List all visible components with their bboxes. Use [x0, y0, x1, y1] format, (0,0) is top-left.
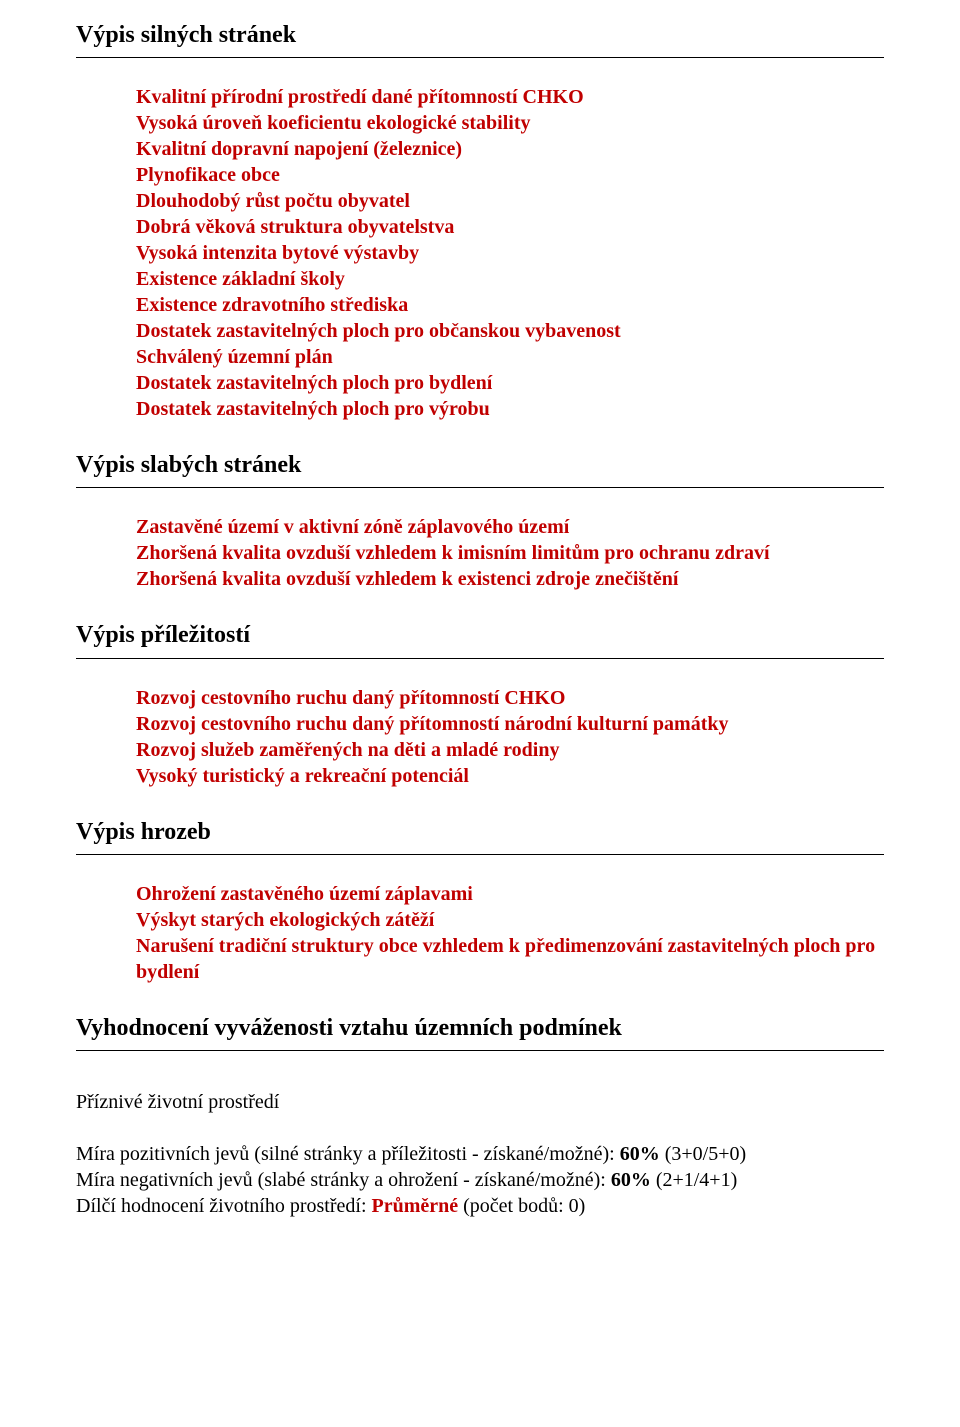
section-heading-weaknesses: Výpis slabých stránek: [76, 450, 884, 481]
evaluation-negative-line: Míra negativních jevů (slabé stránky a o…: [76, 1167, 884, 1193]
value-bold: 60%: [620, 1143, 665, 1165]
list-item: Dostatek zastavitelných ploch pro výrobu: [136, 396, 884, 422]
evaluation-partial-line: Dílčí hodnocení životního prostředí: Prů…: [76, 1193, 884, 1219]
list-item: Výskyt starých ekologických zátěží: [136, 907, 884, 933]
list-item: Narušení tradiční struktury obce vzhlede…: [136, 933, 884, 985]
text: Dílčí hodnocení životního prostředí:: [76, 1195, 372, 1217]
list-item: Zastavěné území v aktivní zóně záplavové…: [136, 514, 884, 540]
list-item: Zhoršená kvalita ovzduší vzhledem k exis…: [136, 566, 884, 592]
list-item: Rozvoj cestovního ruchu daný přítomností…: [136, 685, 884, 711]
list-item: Dostatek zastavitelných ploch pro občans…: [136, 318, 884, 344]
list-item: Dobrá věková struktura obyvatelstva: [136, 214, 884, 240]
divider: [76, 57, 884, 58]
list-item: Zhoršená kvalita ovzduší vzhledem k imis…: [136, 540, 884, 566]
list-item: Kvalitní dopravní napojení (železnice): [136, 136, 884, 162]
evaluation-positive-line: Míra pozitivních jevů (silné stránky a p…: [76, 1141, 884, 1167]
list-item: Ohrožení zastavěného území záplavami: [136, 881, 884, 907]
list-item: Rozvoj cestovního ruchu daný přítomností…: [136, 711, 884, 737]
divider: [76, 854, 884, 855]
section-heading-opportunities: Výpis příležitostí: [76, 620, 884, 651]
text: (počet bodů: 0): [463, 1195, 585, 1217]
list-item: Rozvoj služeb zaměřených na děti a mladé…: [136, 737, 884, 763]
list-item: Existence zdravotního střediska: [136, 292, 884, 318]
text: (3+0/5+0): [665, 1143, 746, 1165]
list-item: Dostatek zastavitelných ploch pro bydlen…: [136, 370, 884, 396]
threats-list: Ohrožení zastavěného území záplavami Výs…: [136, 881, 884, 985]
weaknesses-list: Zastavěné území v aktivní zóně záplavové…: [136, 514, 884, 592]
section-heading-evaluation: Vyhodnocení vyváženosti vztahu územních …: [76, 1013, 884, 1044]
opportunities-list: Rozvoj cestovního ruchu daný přítomností…: [136, 685, 884, 789]
divider: [76, 1050, 884, 1051]
value-bold: 60%: [611, 1169, 656, 1191]
list-item: Vysoká úroveň koeficientu ekologické sta…: [136, 110, 884, 136]
text: Míra pozitivních jevů (silné stránky a p…: [76, 1143, 620, 1165]
list-item: Kvalitní přírodní prostředí dané přítomn…: [136, 84, 884, 110]
list-item: Vysoká intenzita bytové výstavby: [136, 240, 884, 266]
list-item: Vysoký turistický a rekreační potenciál: [136, 763, 884, 789]
value-red: Průměrné: [372, 1195, 464, 1217]
evaluation-subheading: Příznivé životní prostředí: [76, 1089, 884, 1115]
text: Míra negativních jevů (slabé stránky a o…: [76, 1169, 611, 1191]
strengths-list: Kvalitní přírodní prostředí dané přítomn…: [136, 84, 884, 422]
list-item: Existence základní školy: [136, 266, 884, 292]
list-item: Schválený územní plán: [136, 344, 884, 370]
divider: [76, 487, 884, 488]
list-item: Plynofikace obce: [136, 162, 884, 188]
list-item: Dlouhodobý růst počtu obyvatel: [136, 188, 884, 214]
section-heading-strengths: Výpis silných stránek: [76, 20, 884, 51]
divider: [76, 658, 884, 659]
text: (2+1/4+1): [656, 1169, 737, 1191]
section-heading-threats: Výpis hrozeb: [76, 817, 884, 848]
